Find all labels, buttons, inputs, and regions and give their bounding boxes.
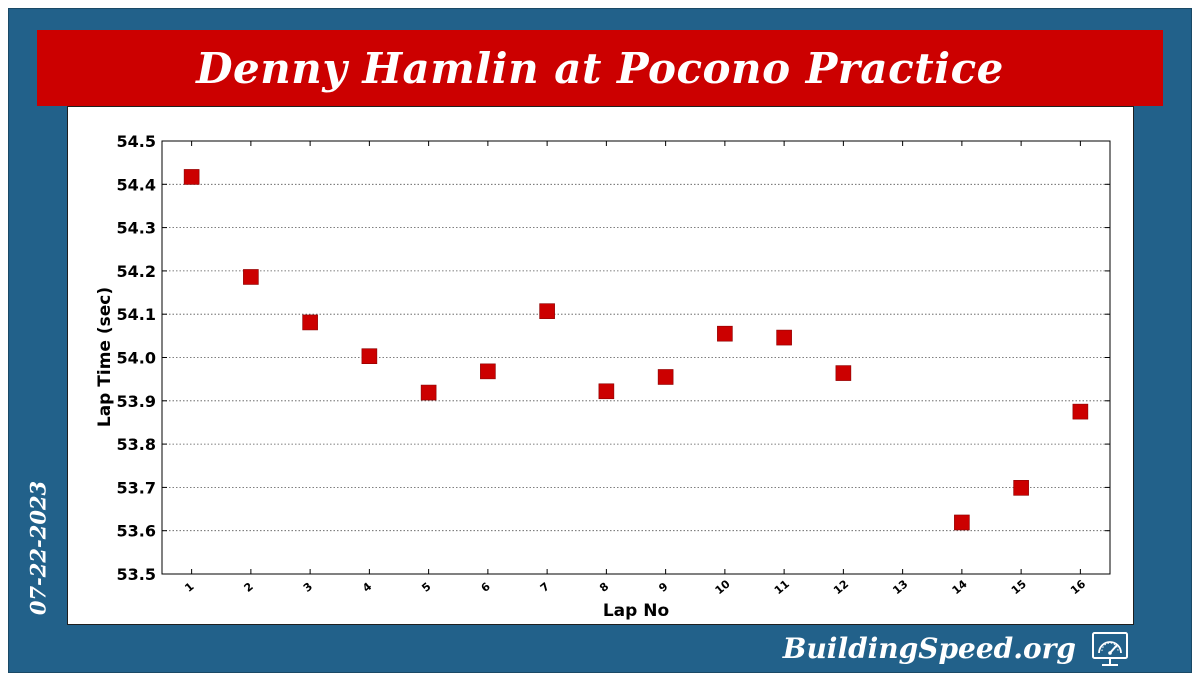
data-point [183, 169, 200, 185]
y-tick-label: 53.8 [117, 435, 156, 454]
scatter-chart: 53.5 53.6 53.7 53.8 53.9 54.0 54.1 54.2 54.3 54.4… [95, 132, 1111, 621]
x-axis: 1 2 3 4 5 6 7 8 9 10 11 12 13 14 15 16 [182, 141, 1088, 597]
data-point [480, 363, 496, 380]
y-tick-label: 54.2 [117, 262, 156, 281]
x-tick-label: 15 [1009, 577, 1029, 597]
x-tick-label: 7 [538, 580, 552, 595]
x-tick-label: 11 [772, 577, 792, 597]
x-tick-label: 8 [597, 580, 611, 595]
x-axis-label: Lap No [603, 601, 669, 621]
y-tick-label: 53.9 [117, 392, 156, 411]
x-tick-label: 10 [713, 577, 733, 597]
x-tick-label: 3 [301, 580, 315, 595]
x-tick-label: 13 [890, 577, 910, 597]
x-tick-label: 5 [419, 580, 433, 595]
y-tick-label: 54.0 [117, 349, 156, 368]
data-points [183, 169, 1089, 531]
x-tick-label: 16 [1068, 577, 1088, 597]
chart-card: 53.5 53.6 53.7 53.8 53.9 54.0 54.1 54.2 54.3 54.4… [67, 106, 1134, 625]
data-point [1013, 480, 1029, 496]
title-banner: Denny Hamlin at Pocono Practice [37, 30, 1163, 106]
data-point [243, 269, 259, 285]
y-tick-label: 53.7 [117, 478, 156, 497]
data-point [954, 514, 970, 531]
date-label: 07-22-2023 [25, 480, 51, 616]
data-point [361, 348, 378, 365]
y-axis: 53.5 53.6 53.7 53.8 53.9 54.0 54.1 54.2 54.3 54.4… [117, 132, 1110, 584]
data-point [302, 314, 318, 331]
x-tick-label: 4 [360, 580, 374, 595]
y-tick-label: 54.1 [117, 305, 156, 324]
brand-name: BuildingSpeed.org [782, 632, 1076, 665]
speedometer-monitor-icon [1092, 632, 1128, 666]
x-tick-label: 2 [242, 580, 256, 595]
y-tick-label: 54.4 [117, 175, 156, 194]
y-tick-label: 54.3 [117, 219, 156, 238]
data-point [657, 369, 674, 385]
x-tick-label: 12 [831, 577, 851, 597]
x-tick-label: 1 [182, 580, 196, 595]
x-tick-label: 9 [656, 580, 670, 595]
data-point [420, 384, 437, 401]
data-point [598, 383, 615, 400]
x-tick-label: 14 [950, 577, 970, 597]
x-tick-label: 6 [479, 580, 493, 595]
data-point [1072, 403, 1089, 420]
y-axis-label: Lap Time (sec) [95, 287, 115, 427]
data-point [835, 365, 852, 381]
y-tick-label: 53.6 [117, 522, 156, 541]
data-point [776, 329, 792, 346]
y-tick-label: 53.5 [117, 565, 156, 584]
chart-title: Denny Hamlin at Pocono Practice [196, 43, 1004, 93]
data-point [539, 303, 555, 319]
grid-lines [162, 183, 1110, 532]
data-point [717, 325, 733, 342]
y-tick-label: 54.5 [117, 132, 156, 151]
